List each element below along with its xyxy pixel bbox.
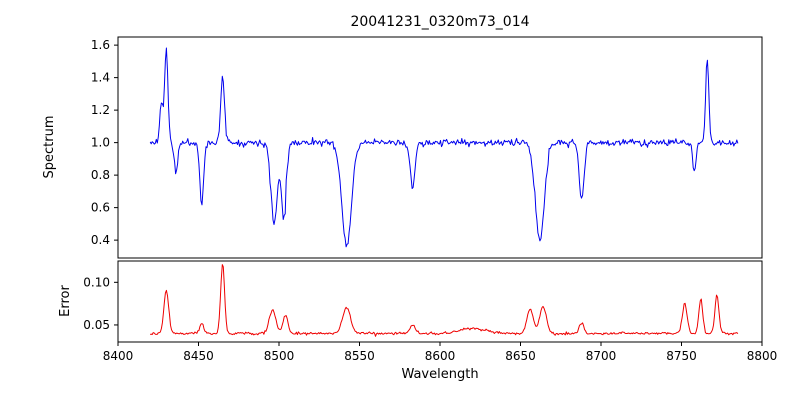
svg-text:0.4: 0.4 bbox=[91, 233, 110, 247]
svg-text:0.6: 0.6 bbox=[91, 201, 110, 215]
spectrum-ylabel: Spectrum bbox=[42, 115, 57, 179]
x-axis-label: Wavelength bbox=[401, 367, 479, 382]
svg-text:1.0: 1.0 bbox=[91, 136, 110, 150]
svg-text:0.8: 0.8 bbox=[91, 168, 110, 182]
error-line bbox=[150, 264, 739, 337]
svg-text:8700: 8700 bbox=[586, 349, 617, 363]
svg-text:8750: 8750 bbox=[666, 349, 697, 363]
axis-ticks: 1.6 1.4 1.2 1.0 0.8 0.6 0.4 0.10 0.05 8400 8450 850… bbox=[83, 38, 777, 363]
svg-text:8800: 8800 bbox=[747, 349, 778, 363]
spectrum-line bbox=[149, 47, 739, 248]
plot-title: 20041231_0320m73_014 bbox=[350, 14, 530, 30]
svg-text:0.10: 0.10 bbox=[83, 275, 110, 289]
svg-text:8650: 8650 bbox=[505, 349, 536, 363]
svg-text:8450: 8450 bbox=[183, 349, 214, 363]
svg-text:8500: 8500 bbox=[264, 349, 295, 363]
svg-text:8400: 8400 bbox=[103, 349, 134, 363]
error-ylabel: Error bbox=[58, 285, 73, 317]
svg-text:1.4: 1.4 bbox=[91, 71, 110, 85]
data-lines bbox=[149, 47, 739, 337]
svg-text:1.2: 1.2 bbox=[91, 103, 110, 117]
svg-text:1.6: 1.6 bbox=[91, 38, 110, 52]
svg-text:8600: 8600 bbox=[425, 349, 456, 363]
axes-frames bbox=[117, 36, 763, 343]
svg-text:0.05: 0.05 bbox=[83, 318, 110, 332]
svg-text:8550: 8550 bbox=[344, 349, 375, 363]
